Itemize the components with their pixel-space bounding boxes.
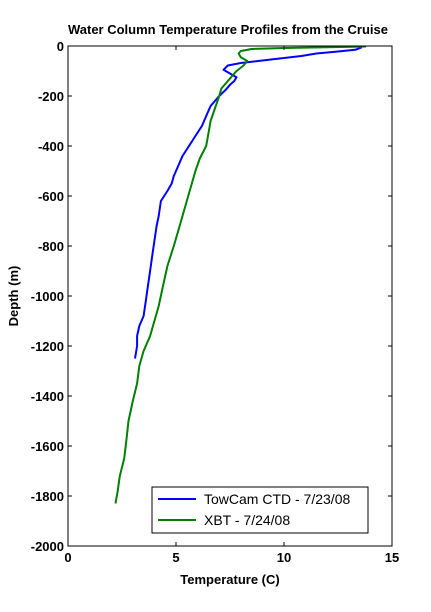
axis-ticks: 0 5 10 15 0 -200 -400 -600 -800 -1000 -1200 -1400 -1… [31, 39, 399, 565]
y-tick-label: 0 [57, 39, 64, 54]
x-axis-label: Temperature (C) [180, 572, 279, 587]
x-tick-label: 10 [277, 550, 291, 565]
series-line-0 [134, 46, 363, 359]
y-tick-label: -600 [38, 189, 64, 204]
y-tick-label: -1400 [31, 389, 64, 404]
y-axis-label: Depth (m) [6, 266, 21, 327]
axes-frame [67, 45, 393, 547]
plot-area [114, 45, 367, 504]
y-tick-label: -1800 [31, 489, 64, 504]
y-tick-label: -1600 [31, 439, 64, 454]
x-tick-label: 0 [64, 550, 71, 565]
y-tick-label: -2000 [31, 539, 64, 554]
y-tick-label: -800 [38, 239, 64, 254]
legend-label-xbt: XBT - 7/24/08 [204, 512, 290, 528]
y-tick-label: -400 [38, 139, 64, 154]
x-tick-label: 15 [385, 550, 399, 565]
x-tick-label: 5 [172, 550, 179, 565]
y-tick-label: -200 [38, 89, 64, 104]
series-line-1 [114, 45, 367, 504]
legend-label-towcam: TowCam CTD - 7/23/08 [204, 491, 350, 507]
chart-title: Water Column Temperature Profiles from t… [68, 22, 388, 37]
legend: TowCam CTD - 7/23/08 XBT - 7/24/08 [151, 486, 369, 534]
y-tick-label: -1000 [31, 289, 64, 304]
y-tick-label: -1200 [31, 339, 64, 354]
legend-box [151, 486, 369, 534]
